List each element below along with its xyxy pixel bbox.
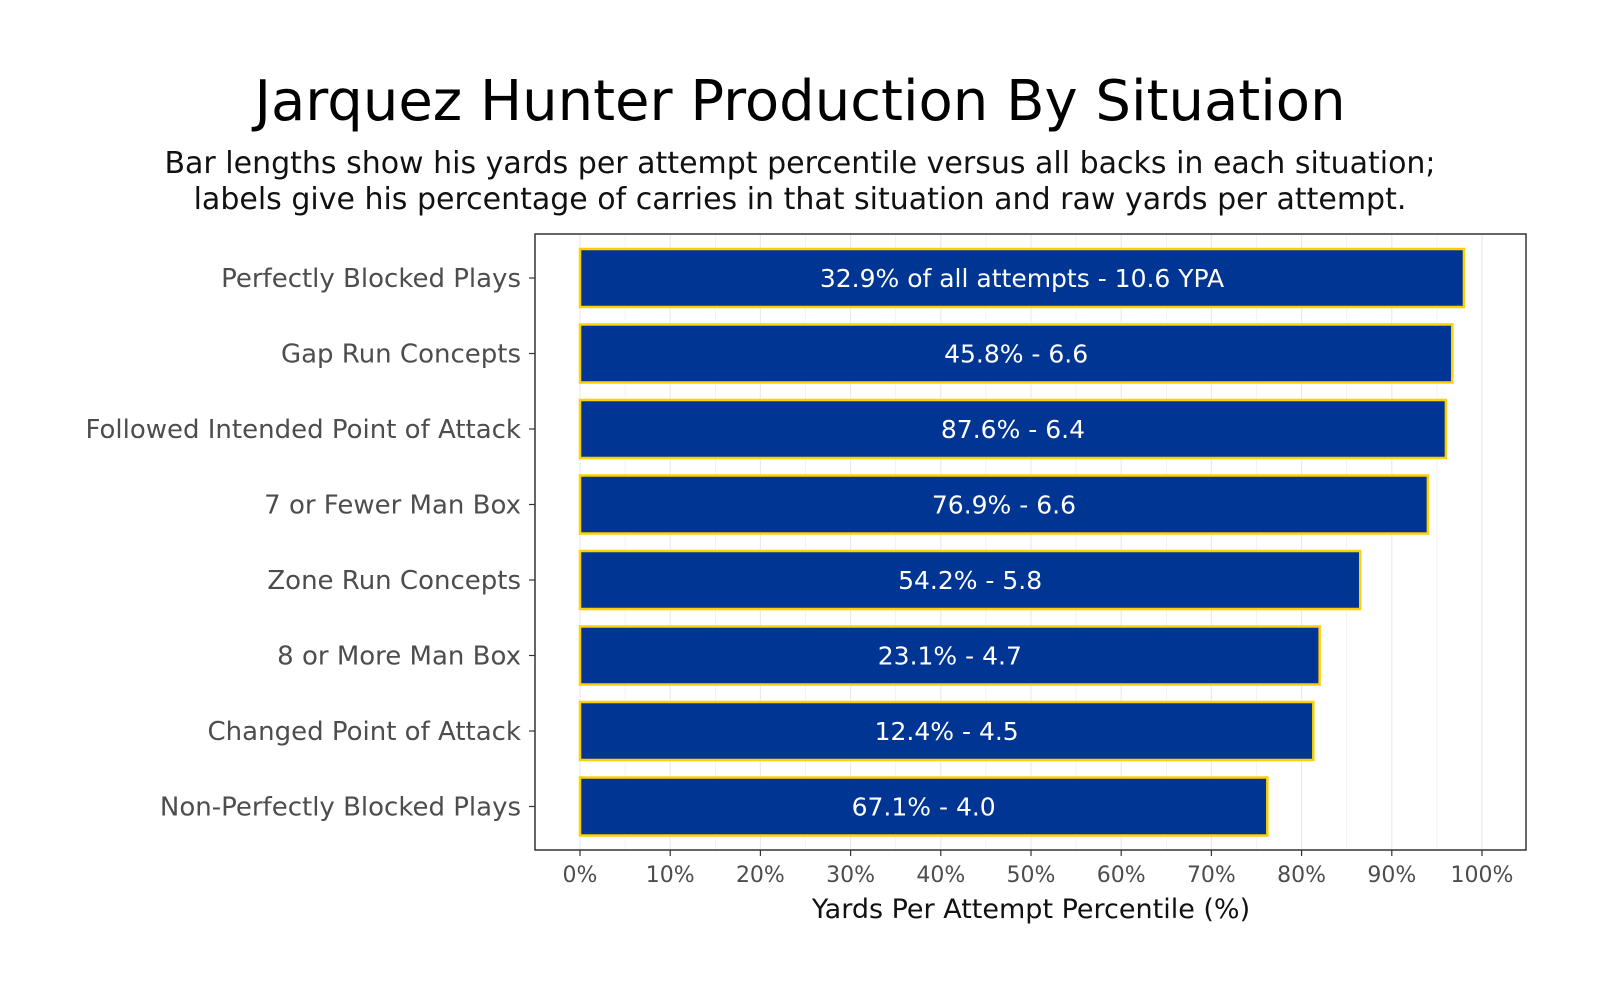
x-tick-label: 30% — [826, 863, 875, 888]
x-tick-label: 10% — [646, 863, 695, 888]
y-tick-label: Zone Run Concepts — [267, 566, 521, 596]
y-tick-label: 8 or More Man Box — [277, 642, 521, 672]
x-tick-label: 70% — [1187, 863, 1236, 888]
bar-data-label: 67.1% - 4.0 — [852, 793, 996, 822]
bar — [578, 549, 1362, 611]
x-tick-label: 40% — [916, 863, 965, 888]
x-tick-label: 20% — [736, 863, 785, 888]
x-tick-label: 100% — [1451, 863, 1514, 888]
bar-data-label: 76.9% - 6.6 — [932, 491, 1076, 520]
bar — [578, 323, 1454, 384]
x-tick-label: 90% — [1367, 863, 1416, 888]
y-tick-label: 7 or Fewer Man Box — [264, 491, 521, 521]
bar — [578, 700, 1315, 762]
y-tick-label: Non-Perfectly Blocked Plays — [160, 793, 521, 823]
chart-title: Jarquez Hunter Production By Situation — [251, 69, 1345, 134]
bar-data-label: 23.1% - 4.7 — [878, 642, 1022, 671]
bar — [578, 625, 1321, 686]
bar-data-label: 32.9% of all attempts - 10.6 YPA — [820, 264, 1224, 293]
chart-subtitle-line-1: Bar lengths show his yards per attempt p… — [164, 146, 1435, 181]
bar — [578, 247, 1466, 309]
bar — [578, 776, 1269, 837]
x-tick-label: 0% — [563, 863, 598, 888]
bar — [578, 398, 1448, 460]
chart-subtitle-line-2: labels give his percentage of carries in… — [194, 182, 1407, 217]
bar — [578, 474, 1430, 535]
y-tick-label: Gap Run Concepts — [281, 340, 521, 370]
bar-data-label: 54.2% - 5.8 — [898, 566, 1042, 595]
y-tick-label: Changed Point of Attack — [208, 717, 521, 747]
bar-data-label: 87.6% - 6.4 — [941, 415, 1085, 444]
x-tick-label: 50% — [1007, 863, 1056, 888]
bars-layer: 32.9% of all attempts - 10.6 YPA 45.8% - … — [578, 247, 1466, 837]
x-tick-label: 60% — [1097, 863, 1146, 888]
x-tick-label: 80% — [1277, 863, 1326, 888]
bar-data-label: 12.4% - 4.5 — [875, 717, 1019, 746]
y-tick-label: Perfectly Blocked Plays — [221, 264, 521, 294]
bar-data-label: 45.8% - 6.6 — [944, 340, 1088, 369]
x-axis-title: Yards Per Attempt Percentile (%) — [811, 894, 1250, 925]
y-tick-label: Followed Intended Point of Attack — [85, 415, 521, 445]
axis-layer: Perfectly Blocked Plays Gap Run Concepts F… — [85, 264, 1513, 888]
